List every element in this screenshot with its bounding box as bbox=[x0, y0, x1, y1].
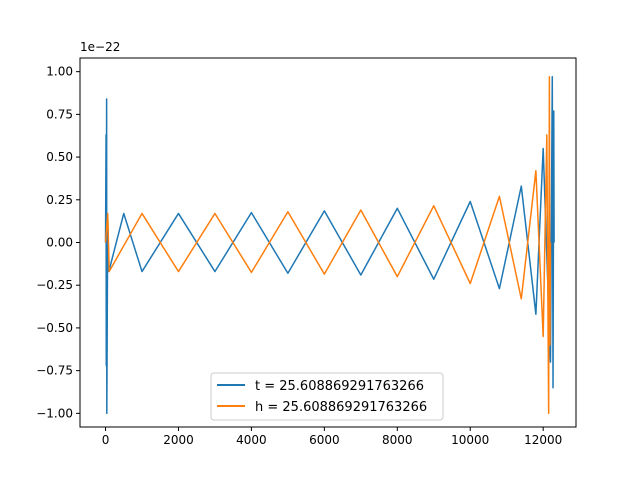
y-tick-label: −0.25 bbox=[36, 278, 73, 292]
y-tick-label: 0.50 bbox=[46, 150, 73, 164]
legend-box bbox=[210, 372, 444, 421]
x-tick-label: 10000 bbox=[451, 433, 489, 447]
y-tick-label: −0.50 bbox=[36, 321, 73, 335]
legend-label: h = 25.608869291763266 bbox=[255, 400, 427, 415]
y-axis: −1.00 −0.75 −0.50 −0.25 0.00 0.25 0.50 0.75 1.00 bbox=[36, 65, 80, 420]
y-tick-label: 1.00 bbox=[46, 65, 73, 79]
series-layer bbox=[104, 76, 555, 415]
x-axis: 0 2000 4000 6000 8000 10000 12000 bbox=[102, 427, 562, 447]
y-tick-label: 0.75 bbox=[46, 107, 73, 121]
x-tick-label: 8000 bbox=[382, 433, 413, 447]
y-tick-label: −1.00 bbox=[36, 406, 73, 420]
x-tick-label: 6000 bbox=[309, 433, 340, 447]
y-offset-label: 1e−22 bbox=[80, 40, 120, 54]
y-tick-label: 0.00 bbox=[46, 236, 73, 250]
x-tick-label: 4000 bbox=[236, 433, 267, 447]
y-tick-label: 0.25 bbox=[46, 193, 73, 207]
x-tick-label: 2000 bbox=[163, 433, 194, 447]
x-tick-label: 12000 bbox=[524, 433, 562, 447]
legend-label: t = 25.608869291763266 bbox=[255, 379, 424, 394]
legend: t = 25.608869291763266 h = 25.60886929176… bbox=[210, 372, 444, 421]
x-tick-label: 0 bbox=[102, 433, 110, 447]
y-tick-label: −0.75 bbox=[36, 364, 73, 378]
series-line-2 bbox=[104, 76, 552, 415]
